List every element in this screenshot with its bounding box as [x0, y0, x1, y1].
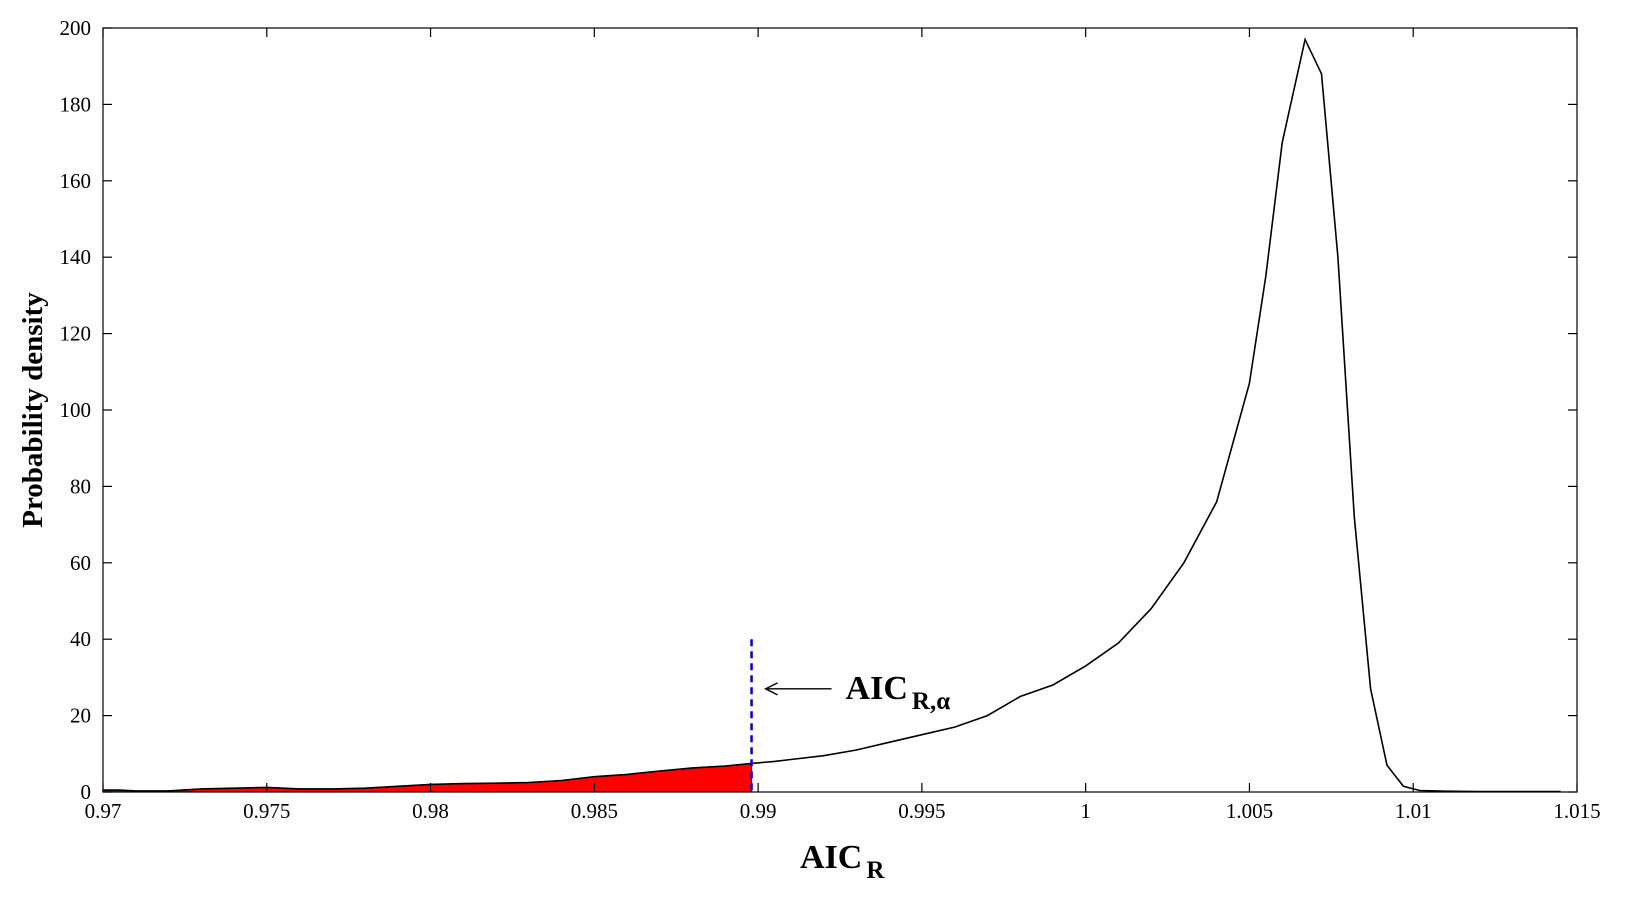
x-axis-ticks: 0.97 0.975 0.98 0.985 0.99 0.995 1 1.005 1.01 1.0… — [85, 28, 1601, 823]
x-axis-title: AIC R — [800, 839, 885, 884]
x-tick-label: 1.01 — [1395, 799, 1432, 823]
x-tick-label: 1 — [1080, 799, 1091, 823]
plot-area: AIC R,α — [102, 37, 1561, 793]
y-axis-ticks: 0 20 40 60 80 100 120 140 160 180 200 — [60, 16, 1577, 804]
shaded-tail-area — [102, 762, 753, 793]
y-tick-label: 20 — [70, 704, 91, 728]
y-tick-label: 0 — [81, 780, 92, 804]
y-tick-label: 60 — [70, 551, 91, 575]
density-curve — [103, 37, 1561, 793]
x-tick-label: 1.005 — [1226, 799, 1273, 823]
x-tick-label: 0.99 — [740, 799, 777, 823]
y-tick-label: 80 — [70, 474, 91, 498]
y-tick-label: 200 — [60, 16, 92, 40]
y-tick-label: 100 — [60, 398, 92, 422]
y-tick-label: 40 — [70, 627, 91, 651]
annotation-arrowhead — [763, 682, 778, 696]
x-tick-label: 0.985 — [571, 799, 618, 823]
annotation-label: AIC R,α — [846, 670, 951, 715]
threshold-annotation: AIC R,α — [763, 670, 951, 715]
y-tick-label: 180 — [60, 92, 92, 116]
x-tick-label: 0.97 — [85, 799, 122, 823]
y-tick-label: 120 — [60, 322, 92, 346]
x-tick-label: 0.975 — [243, 799, 290, 823]
annotation-label-subscript: R,α — [912, 688, 950, 715]
plot-frame — [102, 27, 1578, 793]
x-tick-label: 0.98 — [412, 799, 449, 823]
y-axis-title: Probability density — [17, 292, 49, 528]
y-tick-label: 160 — [60, 169, 92, 193]
x-axis-title-main: AIC — [800, 839, 862, 876]
annotation-label-main: AIC — [846, 670, 908, 707]
x-axis-title-subscript: R — [866, 857, 885, 884]
y-tick-label: 140 — [60, 245, 92, 269]
x-tick-label: 1.015 — [1553, 799, 1600, 823]
x-tick-label: 0.995 — [898, 799, 945, 823]
